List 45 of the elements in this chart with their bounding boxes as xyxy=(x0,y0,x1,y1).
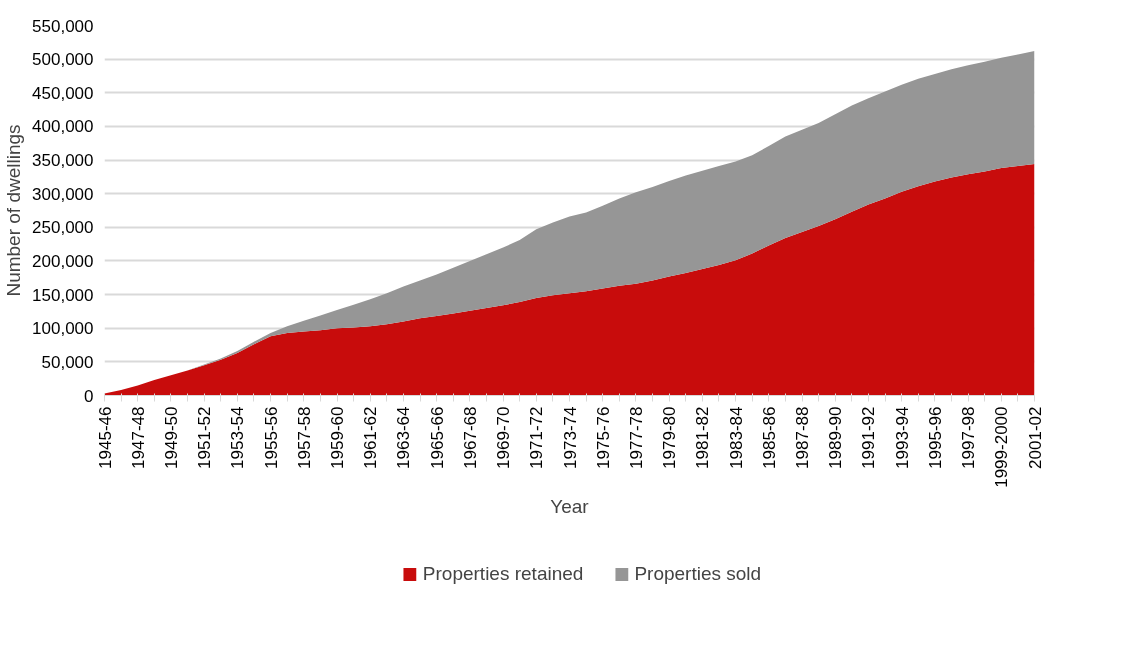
x-tick-label: 1979-80 xyxy=(660,406,680,469)
x-tick-label: 1951-52 xyxy=(195,406,215,469)
x-tick-label: 1957-58 xyxy=(294,406,314,469)
x-tick-label: 1973-74 xyxy=(560,406,580,469)
x-tick-label: 1997-98 xyxy=(959,406,979,469)
x-tick-label: 1981-82 xyxy=(693,406,713,469)
x-tick-label: 1953-54 xyxy=(228,406,248,469)
x-tick-label: 1995-96 xyxy=(925,406,945,469)
legend-label: Properties sold xyxy=(634,563,762,586)
x-tick-label: 2001-02 xyxy=(1025,406,1045,469)
y-tick-label: 0 xyxy=(84,386,94,406)
x-tick-label: 1991-92 xyxy=(859,406,879,469)
x-tick-label: 1955-56 xyxy=(261,406,281,469)
x-tick-label: 1993-94 xyxy=(892,406,912,469)
x-tick-label: 1969-70 xyxy=(494,406,514,469)
y-tick-label: 450,000 xyxy=(32,83,94,103)
x-tick-label: 1987-88 xyxy=(793,406,812,469)
x-tick-label: 1983-84 xyxy=(726,406,746,469)
x-axis-title: Year xyxy=(550,495,590,517)
x-tick-label: 1963-64 xyxy=(394,406,414,469)
x-tick-label: 1989-90 xyxy=(826,406,846,469)
x-tick-label: 1947-48 xyxy=(128,406,148,469)
y-axis-title: Number of dwellings xyxy=(3,124,25,297)
y-tick-label: 200,000 xyxy=(32,251,94,271)
x-tick-label: 1965-66 xyxy=(427,406,447,469)
x-tick-label: 1985-86 xyxy=(759,406,779,469)
x-tick-label: 1959-60 xyxy=(328,406,347,469)
y-tick-label: 300,000 xyxy=(32,184,94,204)
x-tick-label: 1977-78 xyxy=(626,406,646,469)
y-tick-label: 400,000 xyxy=(32,117,94,137)
y-tick-label: 350,000 xyxy=(32,151,94,171)
legend-label: Properties retained xyxy=(422,563,584,586)
x-tick-label: 1967-68 xyxy=(460,406,480,469)
y-tick-label: 500,000 xyxy=(32,50,94,70)
y-tick-label: 100,000 xyxy=(32,319,94,339)
y-tick-label: 150,000 xyxy=(32,285,94,305)
x-tick-label: 1949-50 xyxy=(161,406,181,469)
x-tick-label: 1975-76 xyxy=(593,406,613,469)
y-tick-label: 250,000 xyxy=(32,218,94,238)
x-tick-label: 1945-46 xyxy=(95,406,115,469)
x-tick-label: 1999-2000 xyxy=(992,406,1012,488)
y-tick-label: 50,000 xyxy=(41,352,94,372)
x-tick-label: 1971-72 xyxy=(527,406,547,469)
y-tick-label: 550,000 xyxy=(32,16,94,36)
x-tick-label: 1961-62 xyxy=(361,406,381,469)
